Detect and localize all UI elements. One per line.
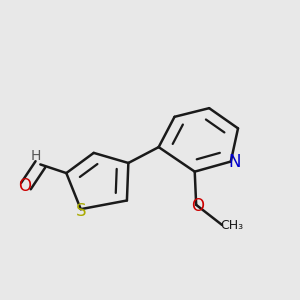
Text: S: S (76, 202, 86, 220)
Text: H: H (31, 149, 41, 163)
Text: N: N (228, 152, 241, 170)
Text: CH₃: CH₃ (220, 218, 243, 232)
Text: O: O (18, 177, 31, 195)
Text: O: O (191, 197, 204, 215)
